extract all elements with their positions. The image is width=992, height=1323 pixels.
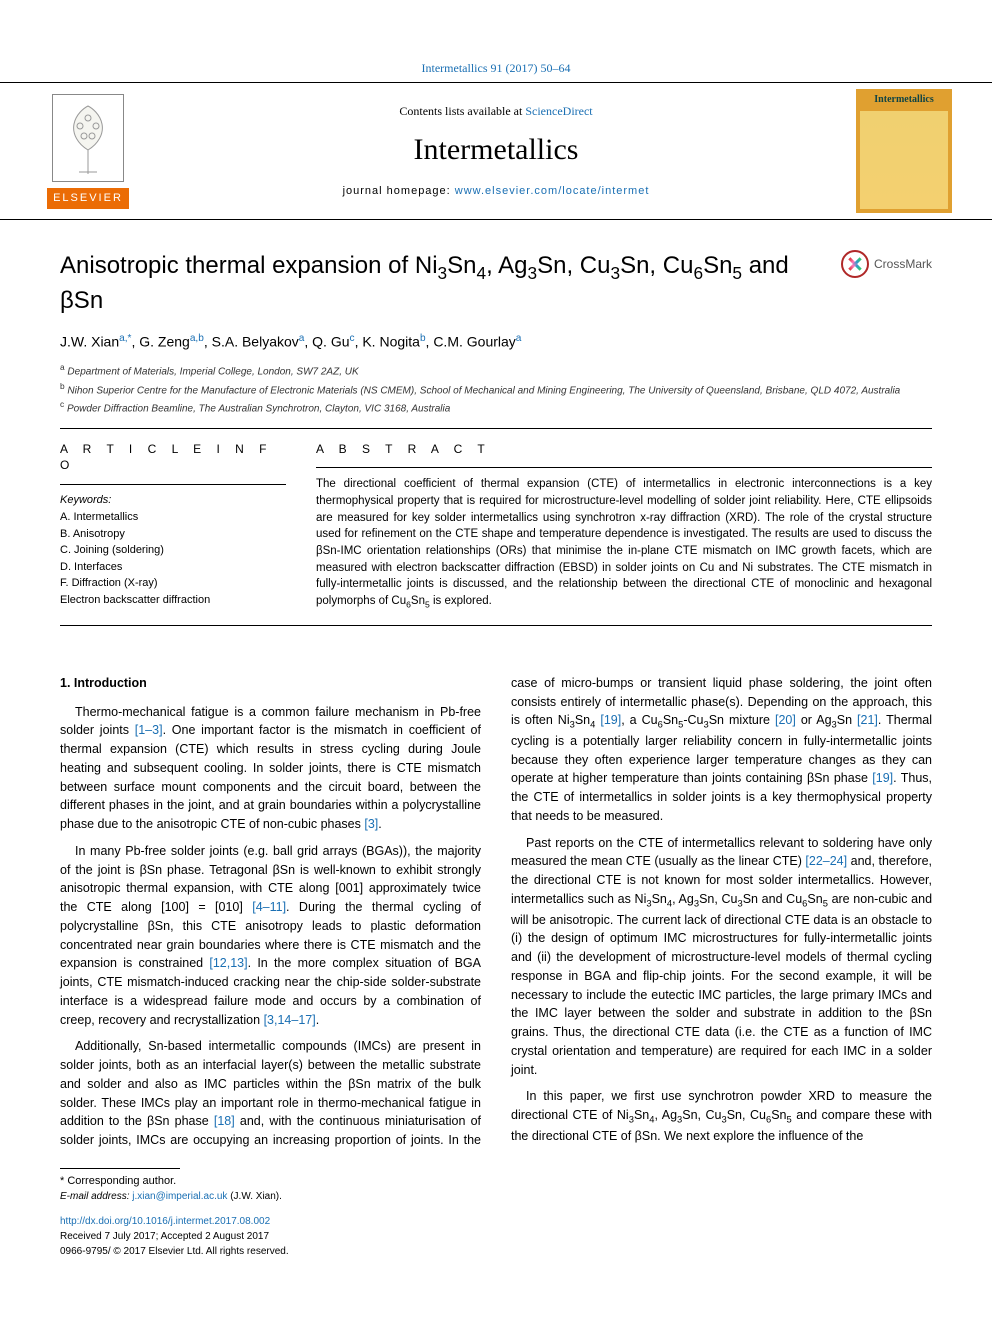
section-heading: 1. Introduction [60, 674, 481, 693]
affiliation: c Powder Diffraction Beamline, The Austr… [60, 398, 932, 416]
elsevier-logo: ELSEVIER [47, 188, 129, 209]
cover-image-icon [860, 111, 948, 210]
paragraph: In many Pb-free solder joints (e.g. ball… [60, 842, 481, 1030]
article-body: 1. Introduction Thermo-mechanical fatigu… [0, 648, 992, 1152]
citation-link[interactable]: Intermetallics 91 (2017) 50–64 [422, 61, 571, 75]
keyword: A. Intermetallics [60, 509, 286, 526]
journal-homepage-line: journal homepage: www.elsevier.com/locat… [152, 184, 840, 199]
rule [60, 1168, 180, 1169]
affiliation: b Nihon Superior Centre for the Manufact… [60, 380, 932, 398]
body-paragraphs: Thermo-mechanical fatigue is a common fa… [60, 674, 932, 1152]
abstract-text: The directional coefficient of thermal e… [316, 476, 932, 611]
page-footer: * Corresponding author. E-mail address: … [0, 1152, 992, 1310]
contents-available-line: Contents lists available at ScienceDirec… [152, 103, 840, 119]
keyword: B. Anisotropy [60, 526, 286, 543]
corresponding-author: * Corresponding author. [60, 1173, 932, 1190]
sciencedirect-link[interactable]: ScienceDirect [525, 104, 592, 118]
cover-title: Intermetallics [874, 93, 933, 107]
abstract-head: A B S T R A C T [316, 441, 932, 457]
crossmark-icon [841, 250, 869, 278]
crossmark-label: CrossMark [874, 256, 932, 272]
keyword: Electron backscatter diffraction [60, 592, 286, 609]
homepage-prefix: journal homepage: [343, 185, 455, 197]
doi-link[interactable]: http://dx.doi.org/10.1016/j.intermet.201… [60, 1216, 270, 1227]
journal-name: Intermetallics [152, 130, 840, 171]
article-title: Anisotropic thermal expansion of Ni3Sn4,… [60, 250, 823, 318]
journal-cover-thumb: Intermetallics [856, 89, 952, 213]
keyword: D. Interfaces [60, 559, 286, 576]
affiliation-list: a Department of Materials, Imperial Coll… [60, 361, 932, 416]
running-header: Intermetallics 91 (2017) 50–64 [0, 0, 992, 82]
rule [60, 428, 932, 429]
affiliation: a Department of Materials, Imperial Coll… [60, 361, 932, 379]
journal-masthead: ELSEVIER Contents lists available at Sci… [0, 82, 992, 220]
copyright-line: 0966-9795/ © 2017 Elsevier Ltd. All righ… [60, 1244, 932, 1259]
corresponding-email-link[interactable]: j.xian@imperial.ac.uk [132, 1191, 227, 1202]
paragraph: Thermo-mechanical fatigue is a common fa… [60, 703, 481, 834]
keywords-head: Keywords: [60, 493, 286, 508]
author-list: J.W. Xiana,*, G. Zenga,b, S.A. Belyakova… [60, 332, 932, 352]
email-who: (J.W. Xian). [227, 1191, 281, 1202]
paragraph: In this paper, we first use synchrotron … [511, 1087, 932, 1145]
article-info-head: A R T I C L E I N F O [60, 441, 286, 473]
email-label: E-mail address: [60, 1191, 132, 1202]
journal-homepage-link[interactable]: www.elsevier.com/locate/intermet [455, 185, 650, 197]
crossmark-badge[interactable]: CrossMark [841, 250, 932, 278]
keywords-list: A. IntermetallicsB. AnisotropyC. Joining… [60, 509, 286, 608]
keyword: C. Joining (soldering) [60, 542, 286, 559]
rule [60, 625, 932, 626]
email-line: E-mail address: j.xian@imperial.ac.uk (J… [60, 1189, 932, 1204]
publisher-block: ELSEVIER [40, 94, 136, 209]
date-line: Received 7 July 2017; Accepted 2 August … [60, 1229, 932, 1244]
contents-prefix: Contents lists available at [399, 104, 525, 118]
keyword: F. Diffraction (X-ray) [60, 575, 286, 592]
rule [60, 484, 286, 485]
rule [316, 467, 932, 468]
elsevier-tree-icon [52, 94, 124, 182]
paragraph: Past reports on the CTE of intermetallic… [511, 834, 932, 1080]
masthead-center: Contents lists available at ScienceDirec… [152, 103, 840, 199]
